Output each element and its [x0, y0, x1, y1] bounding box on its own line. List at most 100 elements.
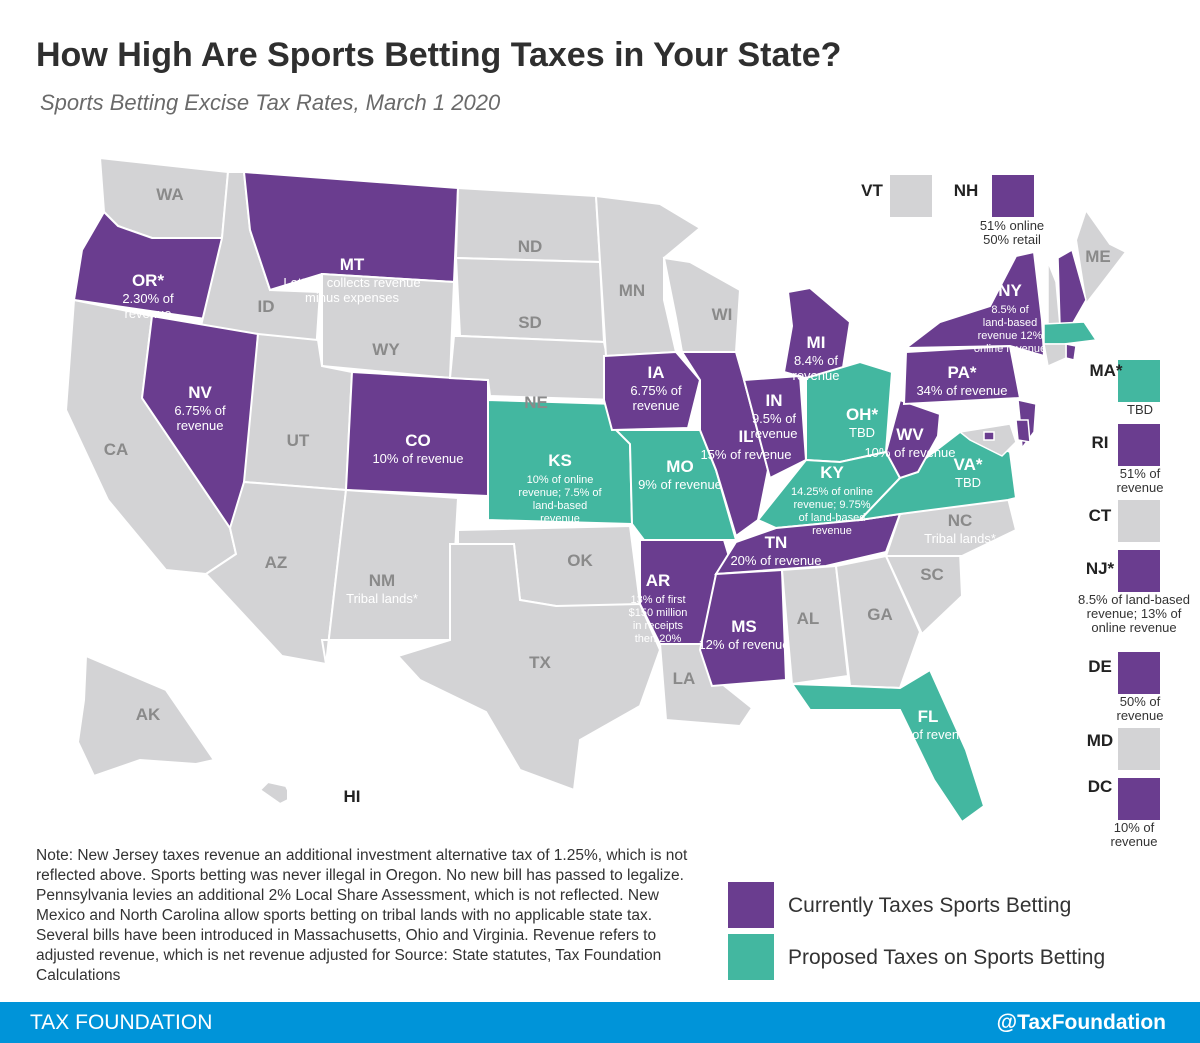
state-ga[interactable] — [834, 554, 922, 690]
state-abbr-mo: MO — [666, 457, 693, 476]
state-label-tn: 20% of revenue — [730, 553, 821, 568]
state-abbr-nc: NC — [948, 511, 973, 530]
state-label-oh: TBD — [849, 425, 875, 440]
callout-label-nj: 8.5% of land-based — [1078, 592, 1190, 607]
state-dc[interactable] — [983, 431, 995, 441]
state-abbr-pa: PA* — [948, 363, 977, 382]
state-label-ks: 10% of online — [527, 474, 594, 486]
state-abbr-wi: WI — [712, 305, 733, 324]
state-label-ar: 13% of first — [630, 594, 685, 606]
state-label-nm: Tribal lands* — [346, 591, 418, 606]
callout-abbr-vt: VT — [861, 181, 883, 200]
state-label-ms: 12% of revenue — [698, 637, 789, 652]
callout-box-ct — [1118, 500, 1160, 542]
state-il[interactable] — [680, 351, 770, 538]
legend-label-proposed: Proposed Taxes on Sports Betting — [788, 946, 1106, 969]
state-abbr-nv: NV — [188, 383, 212, 402]
callout-box-ri — [1118, 424, 1160, 466]
state-abbr-ky: KY — [820, 463, 844, 482]
state-abbr-nd: ND — [518, 237, 543, 256]
state-abbr-wy: WY — [372, 340, 400, 359]
state-label-pa: 34% of revenue — [916, 383, 1007, 398]
state-nm[interactable] — [320, 488, 460, 665]
state-abbr-mi: MI — [807, 333, 826, 352]
callout-label-de: revenue — [1117, 708, 1164, 723]
state-label-ks: revenue; 7.5% of — [518, 487, 602, 499]
state-label-ia: revenue — [633, 398, 680, 413]
state-abbr-il: IL — [738, 427, 753, 446]
callout-abbr-md: MD — [1087, 731, 1113, 750]
callout-label-de: 50% of — [1120, 694, 1161, 709]
callout-abbr-nj: NJ* — [1086, 559, 1115, 578]
state-label-va: TBD — [955, 475, 981, 490]
state-label-ny: online revenue — [974, 343, 1046, 355]
state-label-ks: land-based — [533, 500, 587, 512]
callout-abbr-nh: NH — [954, 181, 979, 200]
state-label-ny: land-based — [983, 317, 1037, 329]
callout-label-nh: 51% online — [980, 218, 1044, 233]
state-de[interactable] — [1015, 419, 1031, 443]
footer-brand: TAX FOUNDATION — [30, 1011, 213, 1034]
state-ia[interactable] — [603, 350, 702, 432]
state-abbr-ny: NY — [998, 281, 1022, 300]
state-ak[interactable] — [76, 654, 216, 778]
map-title: How High Are Sports Betting Taxes in You… — [36, 36, 842, 74]
state-mn[interactable] — [594, 194, 702, 358]
state-abbr-ia: IA — [648, 363, 665, 382]
state-abbr-mt: MT — [340, 255, 365, 274]
state-abbr-nm: NM — [369, 571, 395, 590]
state-hi[interactable] — [258, 780, 289, 806]
state-label-nv: 6.75% of — [174, 403, 226, 418]
state-label-ky: revenue; 9.75% — [793, 499, 870, 511]
state-wv[interactable] — [884, 398, 942, 480]
callout-abbr-ma: MA* — [1089, 361, 1122, 380]
state-label-mt: minus expenses — [305, 290, 399, 305]
callout-abbr-de: DE — [1088, 657, 1112, 676]
state-label-il: 15% of revenue — [700, 447, 791, 462]
state-label-nc: Tribal lands* — [924, 531, 996, 546]
state-fl[interactable] — [790, 668, 986, 824]
state-ny[interactable] — [902, 250, 1046, 358]
callout-abbr-ri: RI — [1092, 433, 1109, 452]
callout-abbr-ct: CT — [1089, 506, 1112, 525]
state-abbr-tx: TX — [529, 653, 551, 672]
legend-swatch-proposed — [728, 934, 774, 980]
state-ct[interactable] — [1043, 343, 1067, 368]
state-abbr-hi: HI — [344, 787, 361, 806]
state-ri[interactable] — [1065, 343, 1077, 361]
state-abbr-ut: UT — [287, 431, 310, 450]
footer-bar: TAX FOUNDATION @TaxFoundation — [0, 1002, 1200, 1043]
state-label-mi: revenue — [793, 368, 840, 383]
state-abbr-va: VA* — [954, 455, 983, 474]
state-label-ks: revenue — [540, 513, 580, 525]
footer-handle: @TaxFoundation — [996, 1011, 1166, 1034]
state-abbr-ne: NE — [524, 393, 548, 412]
callout-label-ma: TBD — [1127, 402, 1153, 417]
callout-box-md — [1118, 728, 1160, 770]
state-abbr-ar: AR — [646, 571, 671, 590]
legend-label-current: Currently Taxes Sports Betting — [788, 894, 1072, 917]
state-label-or: 2.30% of — [122, 291, 174, 306]
state-nh[interactable] — [1057, 248, 1087, 329]
state-abbr-ms: MS — [731, 617, 757, 636]
callout-box-nh — [992, 175, 1034, 217]
state-abbr-sc: SC — [920, 565, 944, 584]
state-label-or: revenue — [125, 306, 172, 321]
state-ms[interactable] — [698, 568, 788, 688]
state-tx[interactable] — [396, 543, 662, 792]
state-abbr-oh: OH* — [846, 405, 879, 424]
state-ma[interactable] — [1043, 321, 1098, 345]
state-abbr-me: ME — [1085, 247, 1111, 266]
state-label-ky: revenue — [812, 525, 852, 537]
state-abbr-la: LA — [673, 669, 696, 688]
callout-label-dc: 10% of — [1114, 820, 1155, 835]
state-pa[interactable] — [902, 344, 1022, 406]
state-me[interactable] — [1074, 207, 1128, 307]
callout-box-dc — [1118, 778, 1160, 820]
callout-box-vt — [890, 175, 932, 217]
state-abbr-ok: OK — [567, 551, 593, 570]
state-abbr-ga: GA — [867, 605, 893, 624]
state-label-ny: revenue 12% — [978, 330, 1043, 342]
footnote: Note: New Jersey taxes revenue an additi… — [36, 847, 688, 984]
